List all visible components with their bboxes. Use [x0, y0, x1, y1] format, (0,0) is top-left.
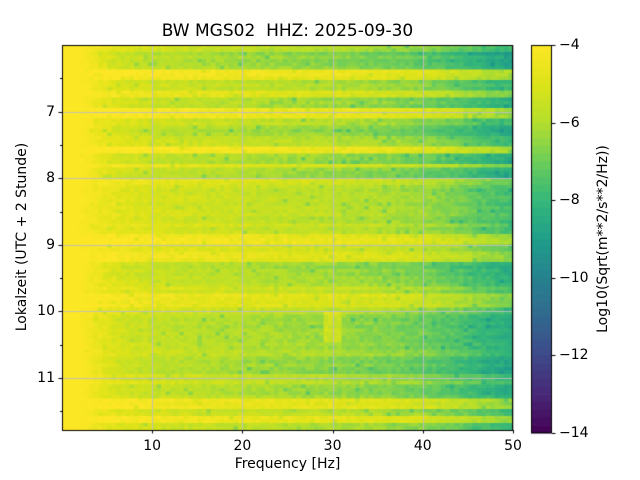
y-tick-label-10: 10	[37, 303, 55, 320]
x-axis-label: Frequency [Hz]	[234, 456, 341, 472]
y-tick-label-9: 9	[46, 236, 55, 253]
y-tick-label-7: 7	[46, 103, 55, 120]
y-tick-label-11: 11	[37, 370, 55, 387]
colorbar-tick-label--14: −14	[559, 425, 589, 441]
x-tick-label-20: 20	[233, 438, 252, 454]
colorbar-tick-label--10: −10	[559, 269, 589, 286]
x-tick-label-50: 50	[504, 438, 522, 454]
x-tick-label-10: 10	[143, 438, 162, 454]
colorbar-tick-label--6: −6	[559, 114, 580, 131]
x-tick-label-40: 40	[413, 438, 432, 454]
chart-title: BW MGS02 HHZ: 2025-09-30	[161, 21, 414, 41]
colorbar-tick-label--4: −4	[559, 37, 580, 53]
colorbar-tick-label--8: −8	[559, 192, 580, 209]
y-tick-label-8: 8	[46, 170, 55, 187]
colorbar-tick-label--12: −12	[559, 347, 589, 364]
x-tick-label-30: 30	[323, 438, 342, 454]
colorbar-label: Log10(Sqrt(m**2/s**2/Hz))	[595, 145, 611, 333]
